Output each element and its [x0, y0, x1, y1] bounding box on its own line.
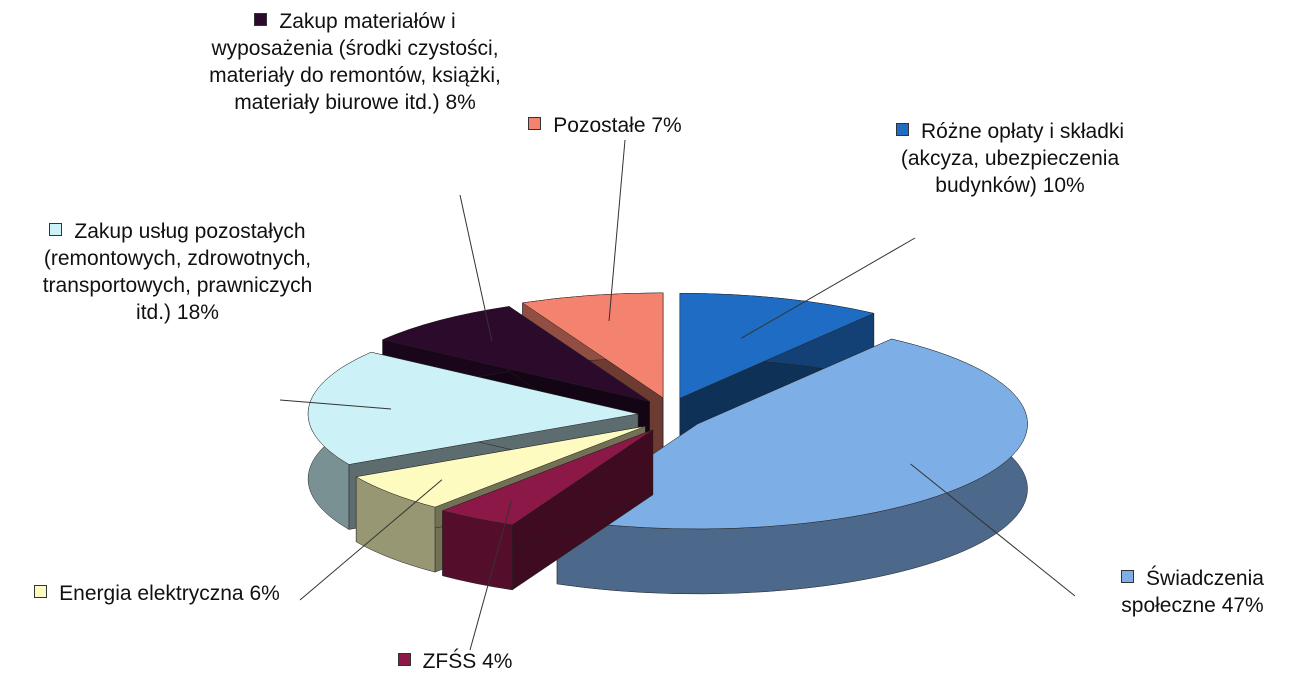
- legend-marker: [1121, 570, 1135, 583]
- slice: [556, 338, 1028, 530]
- leader-line: [299, 479, 443, 601]
- legend-marker: [49, 223, 63, 236]
- leader-line: [459, 194, 493, 341]
- value-label: 7%: [651, 114, 682, 137]
- value-label: 4%: [482, 650, 513, 673]
- leader-line: [279, 399, 392, 410]
- legend-marker: [528, 117, 542, 130]
- category-label: Świadczenia społeczne: [1121, 567, 1264, 617]
- category-label: Energia elektryczna: [59, 582, 244, 605]
- data-label: Zakup materiałów i wyposażenia (środki c…: [205, 8, 505, 116]
- data-label: Pozostałe 7%: [490, 112, 720, 139]
- slice: [381, 306, 650, 402]
- data-label: Świadczenia społeczne 47%: [1080, 565, 1305, 619]
- value-label: 18%: [176, 301, 219, 324]
- value-label: 47%: [1221, 594, 1264, 617]
- value-label: 6%: [249, 582, 280, 605]
- slice: [307, 351, 639, 465]
- category-label: Zakup materiałów i wyposażenia (środki c…: [209, 10, 501, 114]
- slice: [441, 429, 653, 526]
- leader-line: [608, 139, 626, 322]
- category-label: Różne opłaty i składki (akcyza, ubezpiec…: [900, 120, 1125, 197]
- value-label: 10%: [1042, 174, 1085, 197]
- legend-marker: [895, 123, 909, 136]
- data-label: ZFŚS 4%: [375, 648, 535, 675]
- data-label: Różne opłaty i składki (akcyza, ubezpiec…: [885, 118, 1135, 199]
- data-label: Zakup usług pozostałych (remontowych, zd…: [40, 218, 315, 326]
- value-label: 8%: [445, 91, 476, 114]
- category-label: ZFŚS: [422, 650, 477, 673]
- category-label: Pozostałe: [553, 114, 646, 137]
- legend-marker: [34, 585, 48, 598]
- slice: [521, 292, 664, 399]
- legend-marker: [254, 13, 268, 26]
- leader-line: [910, 463, 1076, 597]
- leader-line: [740, 237, 916, 339]
- slice: [679, 293, 875, 399]
- category-label: Zakup usług pozostałych (remontowych, zd…: [42, 220, 313, 324]
- leader-line: [469, 500, 512, 651]
- legend-marker: [397, 653, 411, 666]
- slice: [355, 425, 646, 508]
- data-label: Energia elektryczna 6%: [12, 580, 302, 607]
